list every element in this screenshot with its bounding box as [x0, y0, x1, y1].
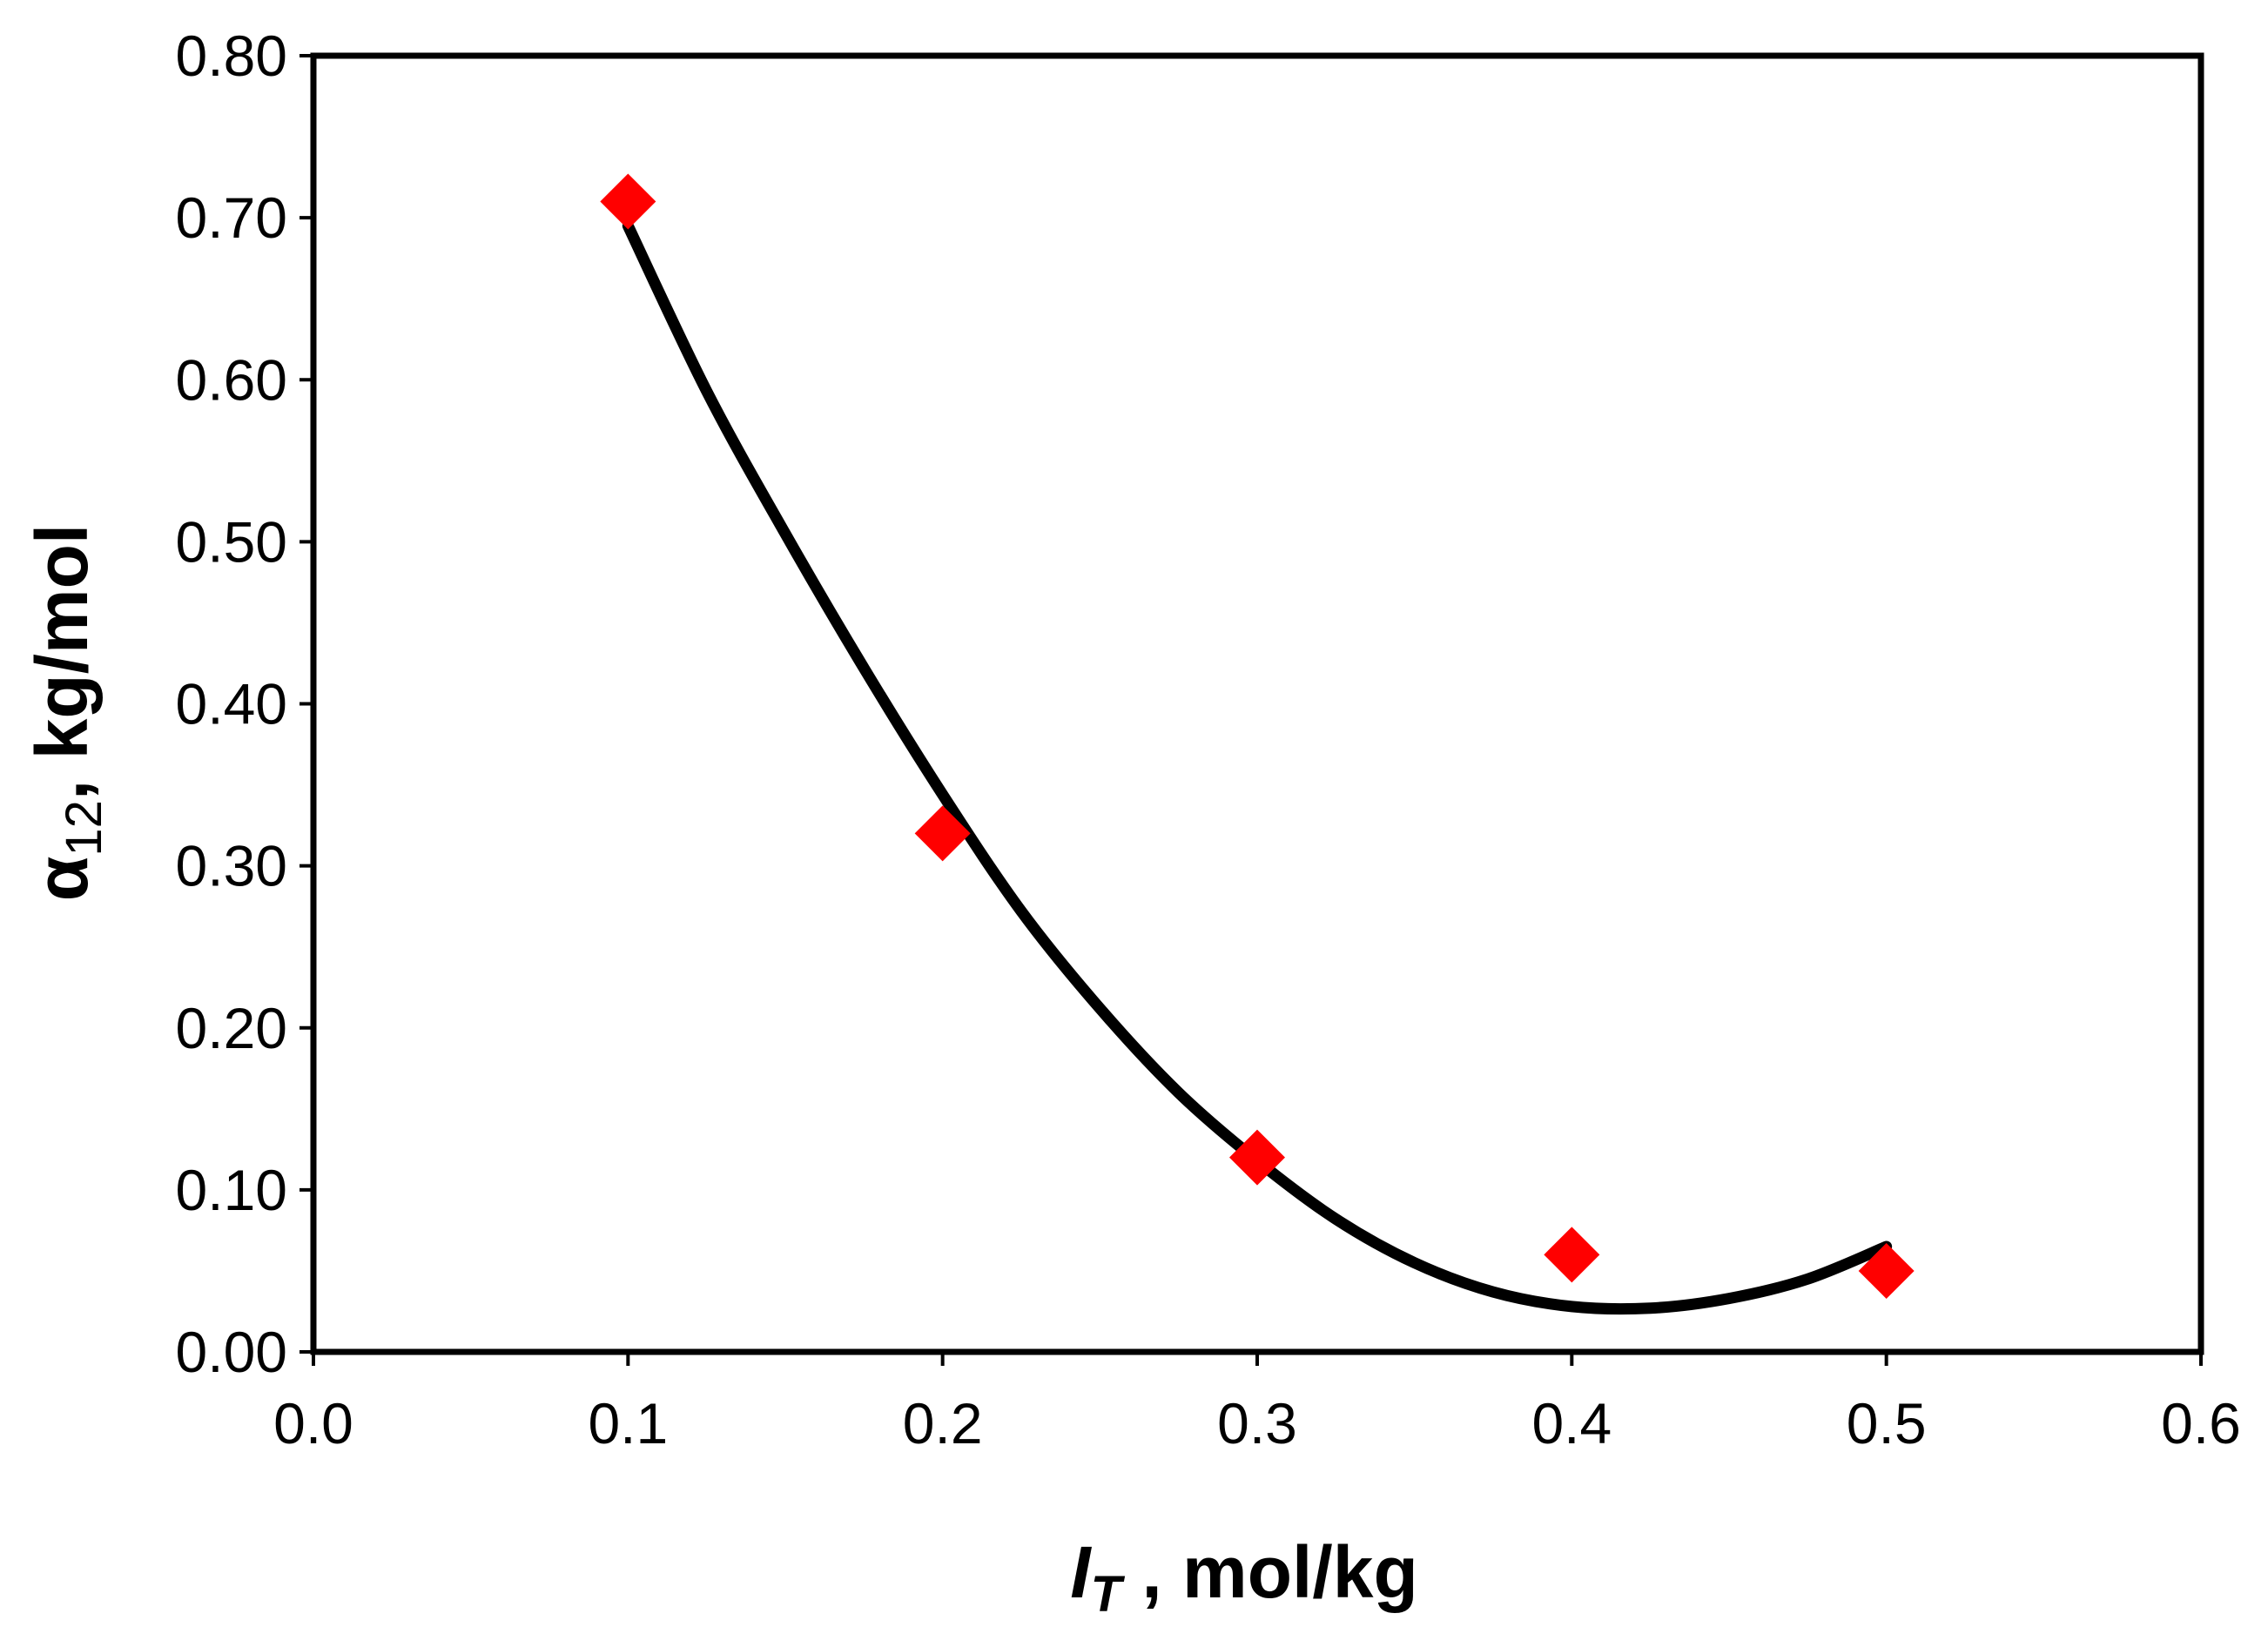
data-point [1544, 1227, 1600, 1283]
x-tick-label: 0.6 [2161, 1391, 2241, 1455]
x-tick-label: 0.5 [1847, 1391, 1927, 1455]
data-point [600, 173, 656, 230]
x-tick-label: 0.1 [588, 1391, 668, 1455]
y-axis-title-unit: , kg/mol [21, 524, 103, 800]
x-tick-label: 0.2 [903, 1391, 983, 1455]
data-point [914, 805, 971, 862]
y-axis: 0.00 0.10 0.20 0.30 0.40 0.50 0.60 0.70 0.80 [176, 24, 313, 1384]
y-axis-title: α12, kg/mol [21, 524, 112, 902]
y-tick-label: 0.50 [176, 509, 287, 574]
series-layer [600, 173, 1915, 1315]
x-tick-label: 0.4 [1531, 1391, 1612, 1455]
x-axis-title-unit: , mol/kg [1121, 1531, 1418, 1613]
x-tick-label: 0.0 [273, 1391, 353, 1455]
x-axis-title: IT , mol/kg [1070, 1531, 1418, 1623]
y-axis-title-subscript: 12 [56, 800, 112, 857]
y-tick-label: 0.30 [176, 834, 287, 898]
x-tick-label: 0.3 [1217, 1391, 1297, 1455]
y-tick-label: 0.40 [176, 672, 287, 736]
x-axis-title-subscript: T [1091, 1566, 1126, 1623]
fit-curve [622, 219, 1893, 1315]
y-tick-label: 0.80 [176, 24, 287, 88]
y-tick-label: 0.10 [176, 1158, 287, 1222]
x-axis-title-symbol: I [1070, 1531, 1092, 1613]
y-tick-label: 0.60 [176, 347, 287, 412]
x-axis: 0.0 0.1 0.2 0.3 0.4 0.5 0.6 [273, 1352, 2241, 1455]
y-tick-label: 0.20 [176, 996, 287, 1060]
y-tick-label: 0.00 [176, 1320, 287, 1384]
data-point [1229, 1129, 1285, 1186]
data-point [1858, 1242, 1915, 1299]
y-tick-label: 0.70 [176, 185, 287, 250]
y-axis-title-symbol: α [21, 857, 103, 902]
